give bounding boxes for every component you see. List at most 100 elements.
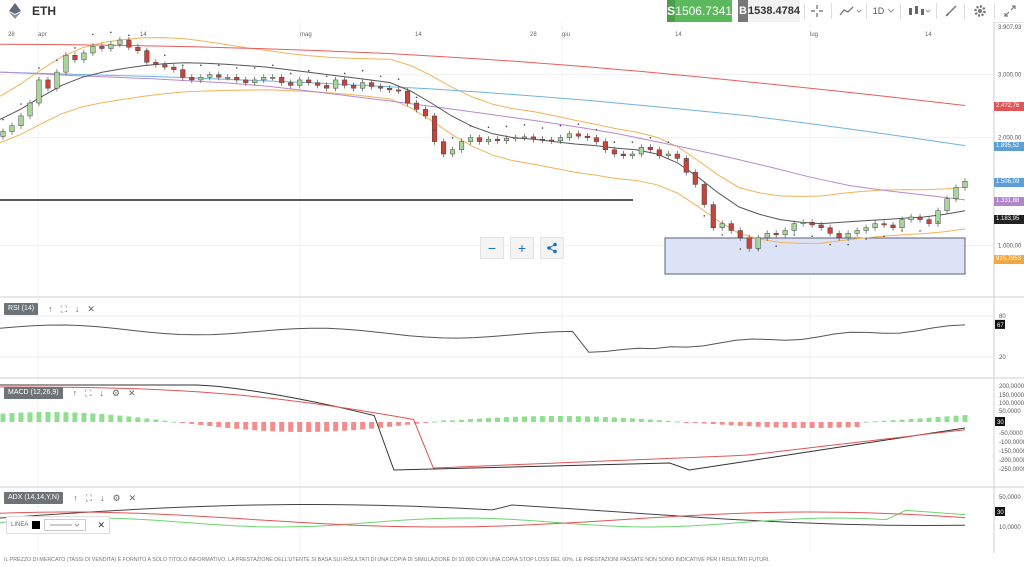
move-down-icon[interactable]: ↓ xyxy=(99,387,104,398)
candle-body xyxy=(620,153,626,157)
indicator-tick: -100,0000 xyxy=(999,440,1024,446)
sar-dot xyxy=(487,126,490,129)
candles-icon[interactable] xyxy=(904,0,934,22)
settings-icon[interactable]: ⚙ xyxy=(111,387,120,398)
line-tool-label: LINEA xyxy=(11,522,29,528)
toolbar-divider xyxy=(900,3,901,19)
timeframe-dropdown[interactable]: 1D xyxy=(870,0,898,22)
macd-bar xyxy=(917,418,923,422)
zoom-in-button[interactable]: + xyxy=(510,237,534,259)
macd-label[interactable]: MACD (12,26,9) xyxy=(4,387,63,399)
sar-dot xyxy=(235,67,238,69)
macd-bar xyxy=(261,422,267,431)
move-down-icon[interactable]: ↓ xyxy=(100,492,105,503)
maximize-icon[interactable]: ⛶ xyxy=(85,387,92,398)
candle-body xyxy=(198,77,204,81)
candle-body xyxy=(926,219,932,224)
macd-bar xyxy=(9,413,15,422)
indicator-tick: 150,0000 xyxy=(999,393,1024,399)
macd-bar xyxy=(450,420,456,422)
sar-dot xyxy=(703,215,706,217)
indicator-tick: 50,0000 xyxy=(999,495,1021,501)
line-tool-panel: LINEA ✕ xyxy=(6,516,110,534)
indicator-tick: 50,0000 xyxy=(999,409,1021,415)
candle-body xyxy=(9,125,15,132)
candle-body xyxy=(719,223,725,228)
sar-dot xyxy=(307,69,310,72)
move-up-icon[interactable]: ↑ xyxy=(48,303,53,314)
sar-dot xyxy=(721,234,724,236)
close-icon[interactable]: ✕ xyxy=(127,387,136,398)
settings-icon[interactable] xyxy=(968,0,992,22)
price-tick: 3.907,93 xyxy=(998,25,1022,31)
sar-dot xyxy=(829,243,831,246)
close-icon[interactable]: ✕ xyxy=(87,303,95,314)
price-tag: 2.4?2,76 xyxy=(994,102,1024,112)
sar-dot xyxy=(541,127,544,129)
move-up-icon[interactable]: ↑ xyxy=(72,387,78,398)
indicator-tick: -250,0000 xyxy=(999,467,1024,473)
crosshair-icon[interactable] xyxy=(806,0,828,22)
maximize-icon[interactable]: ⛶ xyxy=(85,492,93,503)
candle-body xyxy=(180,69,186,78)
sell-button[interactable]: S 1506.7341 xyxy=(667,0,732,22)
candle-body xyxy=(189,77,195,81)
share-button[interactable] xyxy=(540,237,564,259)
macd-bar xyxy=(108,414,114,422)
sar-dot xyxy=(415,96,418,99)
line-chart-type-icon[interactable] xyxy=(836,0,866,22)
sar-dot xyxy=(685,159,688,162)
rsi-label[interactable]: RSI (14) xyxy=(4,303,39,315)
sar-dot xyxy=(325,75,328,78)
plus-di-line xyxy=(0,509,966,528)
candle-body xyxy=(629,153,635,157)
buy-button[interactable]: B 1538.4784 xyxy=(738,0,800,22)
adx-label[interactable]: ADX (14,14,Y,N) xyxy=(4,492,64,504)
sar-dot xyxy=(128,34,130,37)
macd-bar xyxy=(144,418,150,422)
macd-bar xyxy=(333,422,339,432)
candle-body xyxy=(791,223,797,231)
candle-body xyxy=(342,79,348,86)
sar-dot xyxy=(2,118,4,121)
ethereum-icon xyxy=(9,3,21,19)
candle-body xyxy=(243,79,249,83)
candle-body xyxy=(252,79,258,83)
chart-area[interactable]: 28 apr 14 mag 14 28 giu 14 lug 14 3.907,93 3.000,0… xyxy=(0,22,1024,553)
candle-body xyxy=(36,79,42,104)
macd-bar xyxy=(710,422,716,425)
move-up-icon[interactable]: ↑ xyxy=(73,492,78,503)
line-color-swatch[interactable] xyxy=(32,521,41,529)
asset-name[interactable]: ETH xyxy=(32,4,56,18)
sar-dot xyxy=(793,234,795,236)
indicator-tick: 30 xyxy=(997,510,1004,516)
close-icon[interactable]: ✕ xyxy=(128,492,137,503)
close-icon[interactable]: ✕ xyxy=(97,519,105,530)
macd-bar xyxy=(432,421,438,423)
line-style-select[interactable] xyxy=(44,519,87,531)
macd-bar xyxy=(890,420,896,422)
candle-body xyxy=(845,233,851,238)
macd-bar xyxy=(845,422,851,428)
zoom-out-button[interactable]: − xyxy=(480,237,504,259)
move-down-icon[interactable]: ↓ xyxy=(74,303,80,314)
settings-icon[interactable]: ⚙ xyxy=(112,492,121,503)
candle-body xyxy=(854,230,860,234)
indicator-tick: -50,0000 xyxy=(999,431,1023,437)
expand-icon[interactable] xyxy=(998,0,1022,22)
macd-bar xyxy=(225,422,231,428)
macd-bar xyxy=(539,416,545,422)
minus-di-line xyxy=(0,511,966,528)
candle-body xyxy=(90,46,96,54)
sar-dot xyxy=(92,33,94,36)
share-icon xyxy=(547,242,557,254)
candle-body xyxy=(387,87,393,91)
draw-tool-icon[interactable] xyxy=(940,0,962,22)
sar-dot xyxy=(667,141,670,143)
price-pane xyxy=(0,31,968,275)
maximize-icon[interactable]: ⛶ xyxy=(60,303,67,314)
candle-body xyxy=(18,115,24,126)
sar-dot xyxy=(595,128,598,131)
candle-body xyxy=(234,77,240,81)
macd-bar xyxy=(485,418,491,422)
